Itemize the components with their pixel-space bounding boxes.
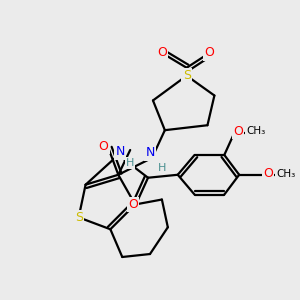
Text: O: O xyxy=(98,140,108,152)
Text: O: O xyxy=(205,46,214,59)
Text: O: O xyxy=(263,167,273,180)
Text: N: N xyxy=(145,146,155,160)
Text: O: O xyxy=(233,125,243,138)
Text: CH₃: CH₃ xyxy=(276,169,296,179)
Text: CH₃: CH₃ xyxy=(246,126,266,136)
Text: N: N xyxy=(116,146,125,158)
Text: O: O xyxy=(157,46,167,59)
Text: O: O xyxy=(128,198,138,211)
Text: S: S xyxy=(183,69,191,82)
Text: S: S xyxy=(75,211,83,224)
Text: H: H xyxy=(126,158,134,168)
Text: H: H xyxy=(158,163,166,173)
